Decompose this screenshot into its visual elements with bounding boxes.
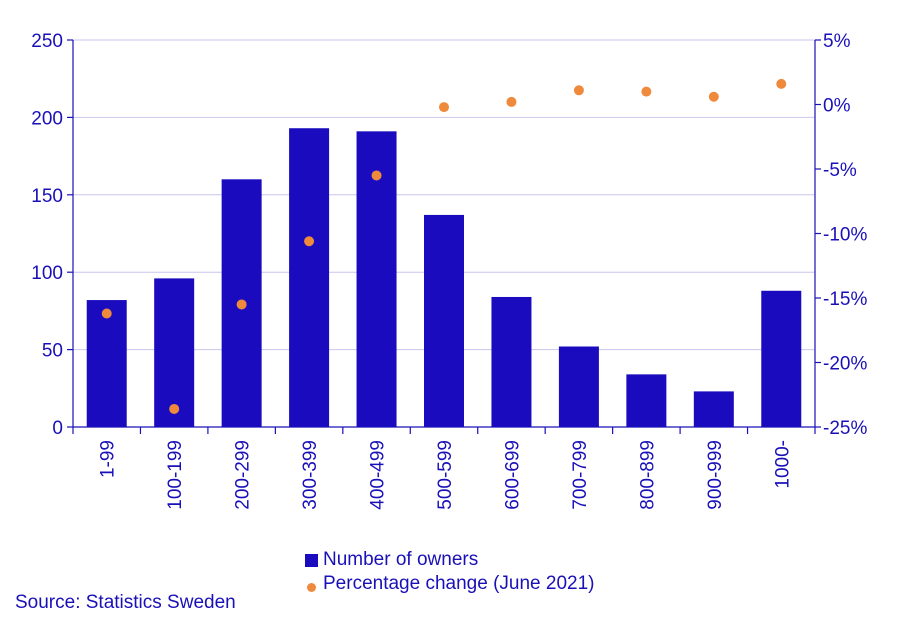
bar (86, 300, 127, 427)
x-tick-label: 1000- (772, 440, 793, 489)
bar (491, 296, 532, 427)
x-tick-label: 200-299 (233, 440, 254, 510)
left-axis-ticks: 0 50 100 150 200 250 (31, 31, 63, 439)
x-axis-ticks: 1-99 100-199 200-299 300-399 400-499 500-599 6… (98, 440, 794, 510)
x-tick-label: 1-99 (98, 440, 119, 478)
percentage-dot (236, 299, 247, 310)
left-tick-label: 200 (31, 108, 63, 129)
x-tick-label: 100-199 (165, 440, 186, 510)
legend-bar-label: Number of owners (323, 549, 479, 570)
right-axis-ticks: -25% -20% -15% -10% -5% 0% 5% (823, 31, 867, 439)
percentage-dot (101, 308, 112, 319)
x-tick-label: 800-899 (637, 440, 658, 510)
grid-lines (73, 39, 815, 351)
right-tick-label: -15% (823, 289, 867, 310)
bar (558, 346, 599, 427)
left-tick-label: 0 (52, 418, 63, 439)
right-tick-label: -10% (823, 225, 867, 246)
bar (424, 214, 464, 427)
x-tick-label: 700-799 (570, 440, 591, 510)
bar (356, 131, 397, 427)
bar (626, 374, 667, 427)
x-tick-label: 500-599 (435, 440, 456, 510)
bar (154, 278, 195, 427)
percentage-dot (641, 86, 652, 97)
percentage-dot (776, 78, 787, 89)
percentage-dot (169, 403, 180, 414)
percentage-dot (304, 236, 315, 247)
percentage-dot (506, 96, 517, 107)
left-tick-label: 150 (31, 186, 63, 207)
percentage-dot (708, 91, 719, 102)
x-tick-label: 600-699 (502, 440, 523, 510)
bar (289, 128, 330, 427)
legend-dot-label: Percentage change (June 2021) (323, 573, 595, 594)
axes (67, 39, 821, 434)
right-tick-label: 0% (823, 96, 851, 117)
right-tick-label: -20% (823, 354, 867, 375)
left-tick-label: 50 (42, 341, 63, 362)
percentage-dot (573, 85, 584, 96)
legend-dot-swatch (307, 582, 316, 592)
x-tick-label: 900-999 (705, 440, 726, 510)
legend-bar-swatch (305, 553, 318, 567)
bar (761, 290, 802, 427)
left-tick-label: 100 (31, 263, 63, 284)
percentage-dot (439, 102, 449, 113)
percentage-dots (101, 78, 787, 414)
source-note: Source: Statistics Sweden (15, 592, 236, 613)
legend-item-dots: Percentage change (June 2021) (305, 572, 594, 596)
percentage-dot (371, 170, 382, 181)
right-tick-label: -25% (823, 418, 867, 439)
legend-item-bars: Number of owners (305, 548, 594, 572)
bar (693, 391, 734, 427)
right-tick-label: -5% (823, 160, 857, 181)
right-tick-label: 5% (823, 31, 851, 52)
x-tick-label: 300-399 (300, 440, 321, 510)
left-tick-label: 250 (31, 31, 63, 52)
legend: Number of owners Percentage change (June… (305, 548, 594, 596)
x-tick-label: 400-499 (368, 440, 389, 510)
bars (86, 128, 802, 427)
